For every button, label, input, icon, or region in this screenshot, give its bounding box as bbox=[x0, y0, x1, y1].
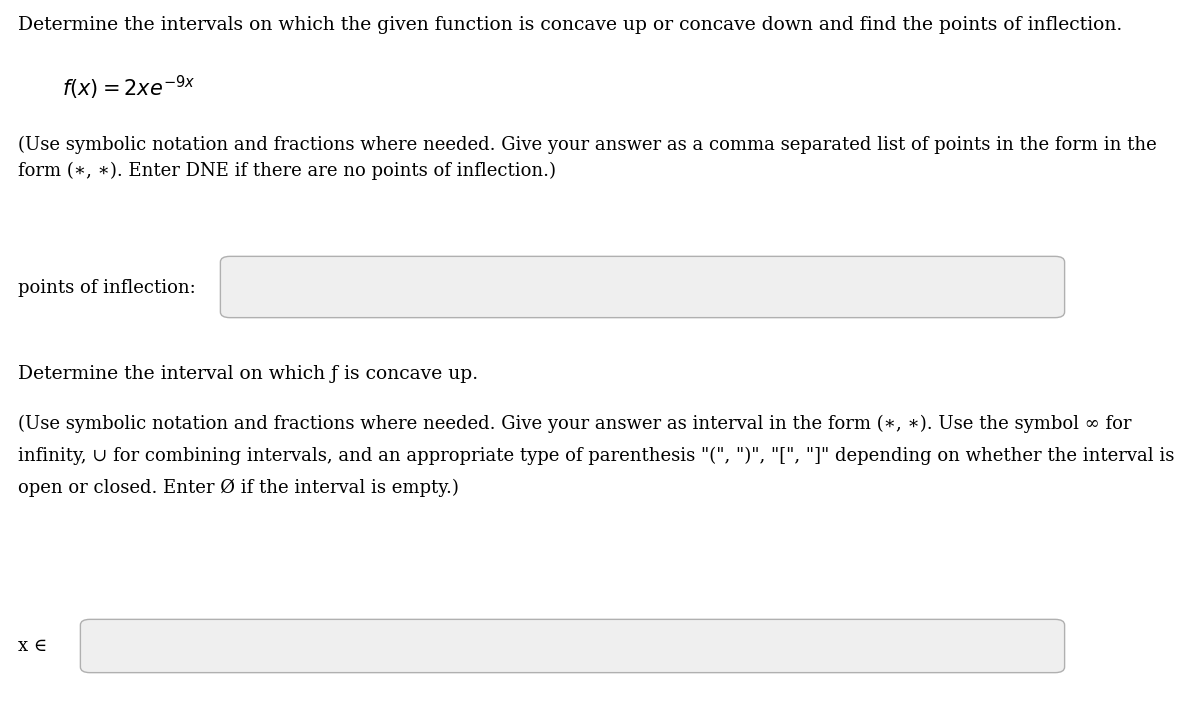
FancyBboxPatch shape bbox=[221, 257, 1064, 318]
Text: infinity, ∪ for combining intervals, and an appropriate type of parenthesis "(",: infinity, ∪ for combining intervals, and… bbox=[18, 447, 1175, 465]
Text: open or closed. Enter Ø if the interval is empty.): open or closed. Enter Ø if the interval … bbox=[18, 479, 458, 497]
Text: Determine the intervals on which the given function is concave up or concave dow: Determine the intervals on which the giv… bbox=[18, 16, 1122, 34]
Text: points of inflection:: points of inflection: bbox=[18, 279, 196, 297]
Text: x ∈: x ∈ bbox=[18, 637, 47, 655]
Text: (Use symbolic notation and fractions where needed. Give your answer as interval : (Use symbolic notation and fractions whe… bbox=[18, 415, 1132, 434]
Text: Determine the interval on which ƒ is concave up.: Determine the interval on which ƒ is con… bbox=[18, 365, 478, 384]
Text: $f(x) = 2xe^{-9x}$: $f(x) = 2xe^{-9x}$ bbox=[62, 74, 196, 102]
Text: (Use symbolic notation and fractions where needed. Give your answer as a comma s: (Use symbolic notation and fractions whe… bbox=[18, 135, 1157, 154]
FancyBboxPatch shape bbox=[80, 620, 1064, 673]
Text: form (∗, ∗). Enter DNE if there are no points of inflection.): form (∗, ∗). Enter DNE if there are no p… bbox=[18, 162, 556, 180]
